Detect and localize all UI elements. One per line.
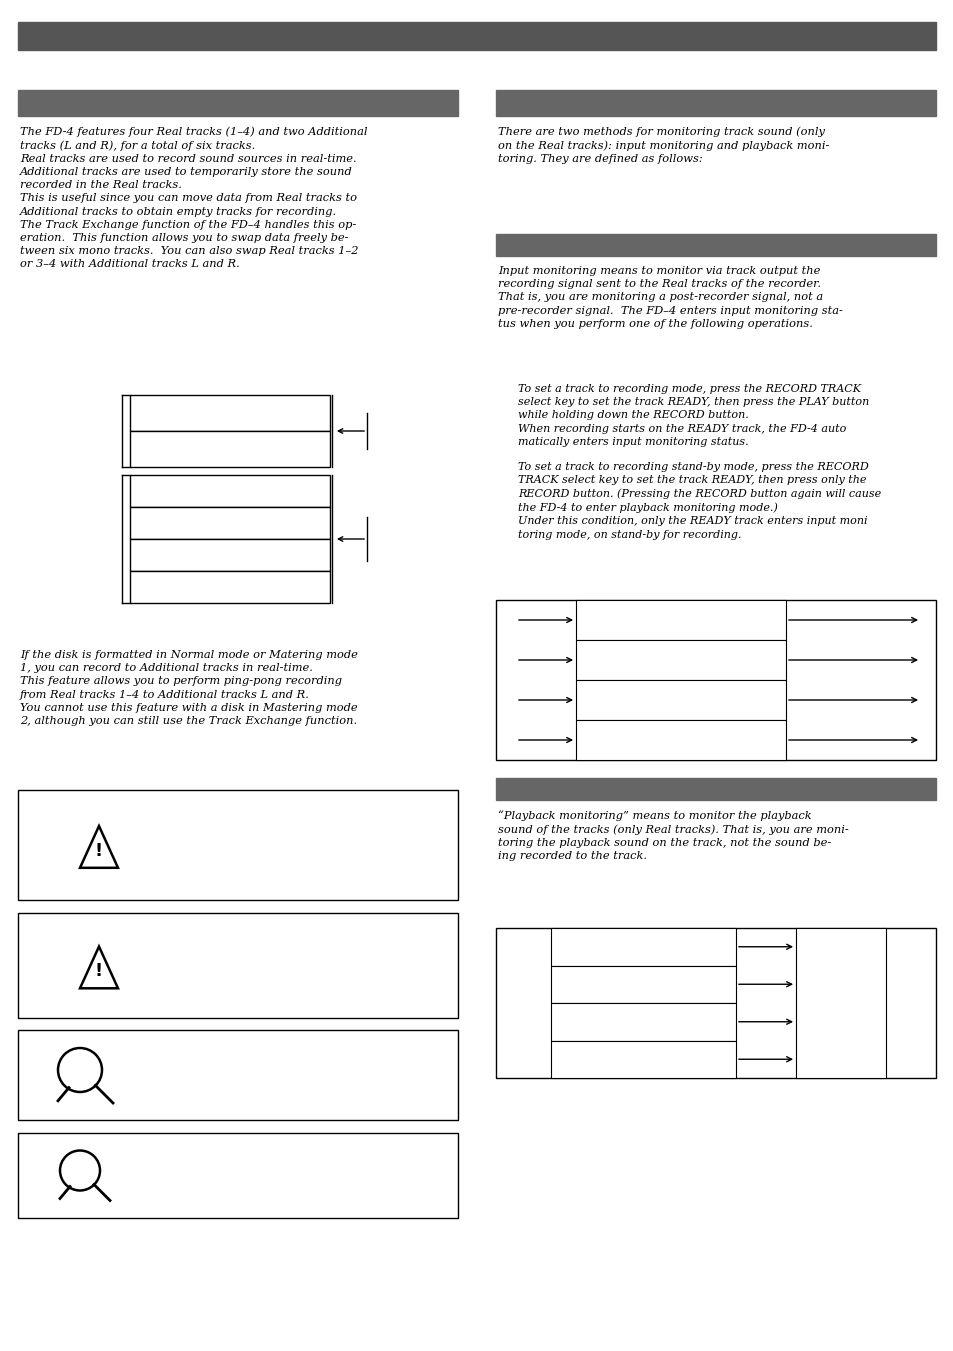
Bar [496, 928, 935, 1078]
Bar [551, 966, 735, 1002]
Bar [551, 1040, 735, 1078]
Bar [551, 928, 735, 966]
Bar [576, 640, 785, 680]
Bar [18, 1029, 457, 1120]
Bar [576, 600, 785, 640]
Bar [18, 913, 457, 1019]
Text: !: ! [95, 962, 103, 981]
Bar [576, 720, 785, 761]
Bar [130, 539, 330, 571]
Text: To set a track to recording mode, press the RECORD TRACK
select key to set the t: To set a track to recording mode, press … [517, 384, 868, 447]
Bar [551, 1002, 735, 1040]
Text: !: ! [95, 842, 103, 859]
Bar [130, 431, 330, 467]
Bar [130, 394, 330, 431]
Bar [18, 91, 457, 116]
Bar [130, 476, 330, 507]
Bar [18, 1133, 457, 1219]
Bar [130, 571, 330, 603]
Text: Input monitoring means to monitor via track output the
recording signal sent to : Input monitoring means to monitor via tr… [497, 266, 842, 328]
Bar [496, 91, 935, 116]
Bar [795, 928, 885, 1078]
Bar [576, 680, 785, 720]
Bar [18, 22, 935, 50]
Bar [496, 778, 935, 800]
Bar [496, 234, 935, 255]
Bar [496, 600, 935, 761]
Text: To set a track to recording stand-by mode, press the RECORD
TRACK select key to : To set a track to recording stand-by mod… [517, 462, 881, 539]
Text: The FD-4 features four Real tracks (1–4) and two Additional
tracks (L and R), fo: The FD-4 features four Real tracks (1–4)… [20, 126, 367, 269]
Text: “Playback monitoring” means to monitor the playback
sound of the tracks (only Re: “Playback monitoring” means to monitor t… [497, 811, 848, 861]
Text: There are two methods for monitoring track sound (only
on the Real tracks): inpu: There are two methods for monitoring tra… [497, 126, 828, 163]
Text: If the disk is formatted in Normal mode or Matering mode
1, you can record to Ad: If the disk is formatted in Normal mode … [20, 650, 357, 725]
Bar [130, 507, 330, 539]
Bar [18, 790, 457, 900]
